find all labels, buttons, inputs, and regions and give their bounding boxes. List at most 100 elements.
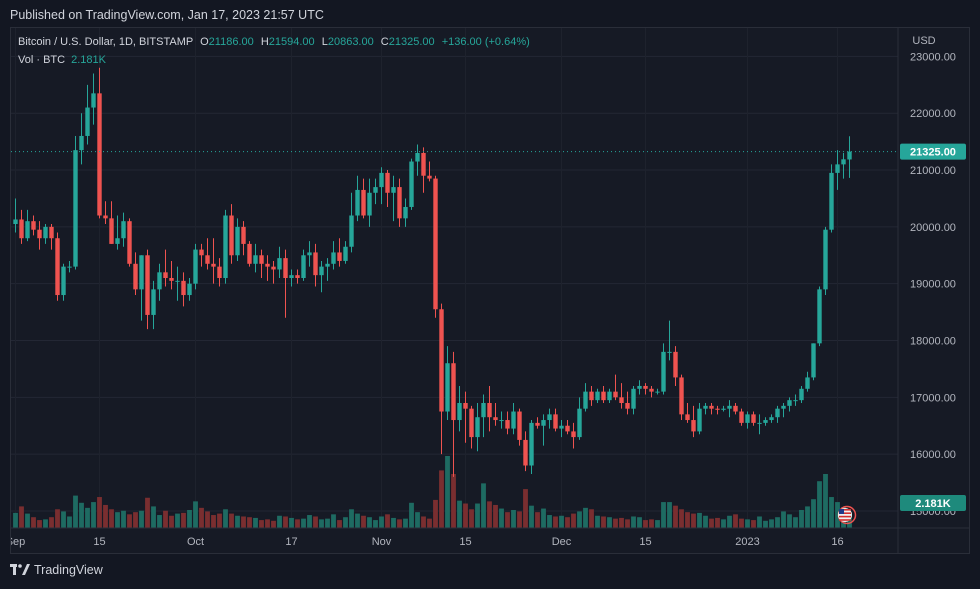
volume-bar [163, 510, 168, 528]
candle-body [217, 266, 222, 278]
candle [769, 414, 774, 423]
candle [649, 385, 654, 398]
candle [139, 255, 144, 321]
volume-bar [811, 499, 816, 528]
volume-bar [85, 507, 90, 528]
candle [547, 408, 552, 429]
candle-body [253, 255, 258, 264]
candle-body [319, 266, 324, 276]
candle-body [529, 422, 534, 466]
candle-body [547, 414, 552, 421]
ohlc-legend: Bitcoin / U.S. Dollar, 1D, BITSTAMP O211… [18, 36, 530, 48]
candle [49, 224, 54, 250]
candle [811, 343, 816, 381]
candle [631, 385, 636, 415]
candle [301, 249, 306, 281]
volume-bar [547, 515, 552, 528]
price-tick-label: 16000.00 [910, 449, 956, 461]
candle-body [715, 408, 720, 410]
time-tick-label: Oct [187, 536, 204, 548]
candle-body [799, 388, 804, 401]
close-value: 21325.00 [388, 36, 435, 48]
candle [757, 414, 762, 435]
candle-body [199, 249, 204, 256]
volume-bar [235, 515, 240, 528]
candles [13, 67, 852, 477]
last-volume-value: 2.181K [915, 498, 951, 510]
candle-body [121, 221, 126, 239]
time-tick-label: Nov [372, 536, 392, 548]
candle [415, 144, 420, 176]
volume-bar [565, 517, 570, 528]
candle [259, 249, 264, 278]
candle-body [241, 226, 246, 244]
volume-bar [487, 501, 492, 528]
candle [307, 241, 312, 267]
candle [613, 374, 618, 401]
candle-body [631, 388, 636, 409]
candle [247, 241, 252, 267]
low-label: L [321, 36, 328, 48]
candle-body [517, 411, 522, 440]
candle-body [385, 172, 390, 193]
volume-bar [223, 509, 228, 528]
volume-bar [829, 497, 834, 528]
candle-body [49, 226, 54, 239]
volume-bar [217, 513, 222, 528]
price-tick-labels: 23000.00 22000.00 21000.00 20000.00 19000.00… [910, 51, 956, 518]
time-tick-labels: Sep 15 Oct 17 Nov 15 Dec 15 2023 16 [6, 536, 844, 548]
candle-body [835, 164, 840, 173]
candle-body [139, 255, 144, 290]
volume-bar [643, 520, 648, 528]
candle [499, 411, 504, 429]
volume-bar [97, 497, 102, 528]
footer-brand[interactable]: TradingView [10, 563, 103, 577]
chart-frame[interactable]: USD 23000.00 22000.00 21000.00 20000.00 1900… [6, 27, 970, 554]
candle-body [595, 391, 600, 401]
candle-body [661, 351, 666, 392]
candle-body [235, 226, 240, 256]
candle-body [781, 405, 786, 409]
candle [145, 249, 150, 330]
us-flag-icon[interactable] [837, 505, 857, 525]
candle-body [79, 135, 84, 151]
volume-bar [49, 517, 54, 528]
candle-body [151, 289, 156, 315]
candle-body [463, 403, 468, 409]
candle [277, 246, 282, 278]
candle-body [103, 215, 108, 219]
candle-body [379, 172, 384, 188]
candle-body [295, 275, 300, 278]
candle [667, 320, 672, 361]
volume-bar [403, 518, 408, 528]
volume-bar [277, 515, 282, 528]
volume-bars [13, 456, 852, 528]
candle [283, 249, 288, 318]
candle-body [13, 219, 18, 225]
candle-body [733, 405, 738, 412]
volume-bar [649, 519, 654, 528]
candle-body [115, 238, 120, 244]
candle [25, 209, 30, 242]
volume-bar [439, 470, 444, 528]
volume-bar [655, 520, 660, 528]
candle-body [679, 377, 684, 415]
candle-body [577, 408, 582, 438]
change-value: +136.00 (+0.64%) [441, 36, 530, 48]
candle-body [109, 218, 114, 244]
published-caption: Published on TradingView.com, Jan 17, 20… [10, 8, 324, 22]
candle [793, 394, 798, 406]
volume-bar [55, 509, 60, 528]
volume-bar [523, 489, 528, 528]
candle-body [223, 215, 228, 278]
time-tick-label: 15 [639, 536, 651, 548]
candle-body [259, 255, 264, 264]
candle-body [193, 249, 198, 284]
price-tick-label: 21000.00 [910, 165, 956, 177]
candle [133, 252, 138, 296]
candle-body [511, 411, 516, 429]
volume-bar [757, 516, 762, 528]
candle [577, 397, 582, 440]
candlestick-chart[interactable]: USD 23000.00 22000.00 21000.00 20000.00 1900… [6, 28, 969, 553]
candle [517, 408, 522, 446]
